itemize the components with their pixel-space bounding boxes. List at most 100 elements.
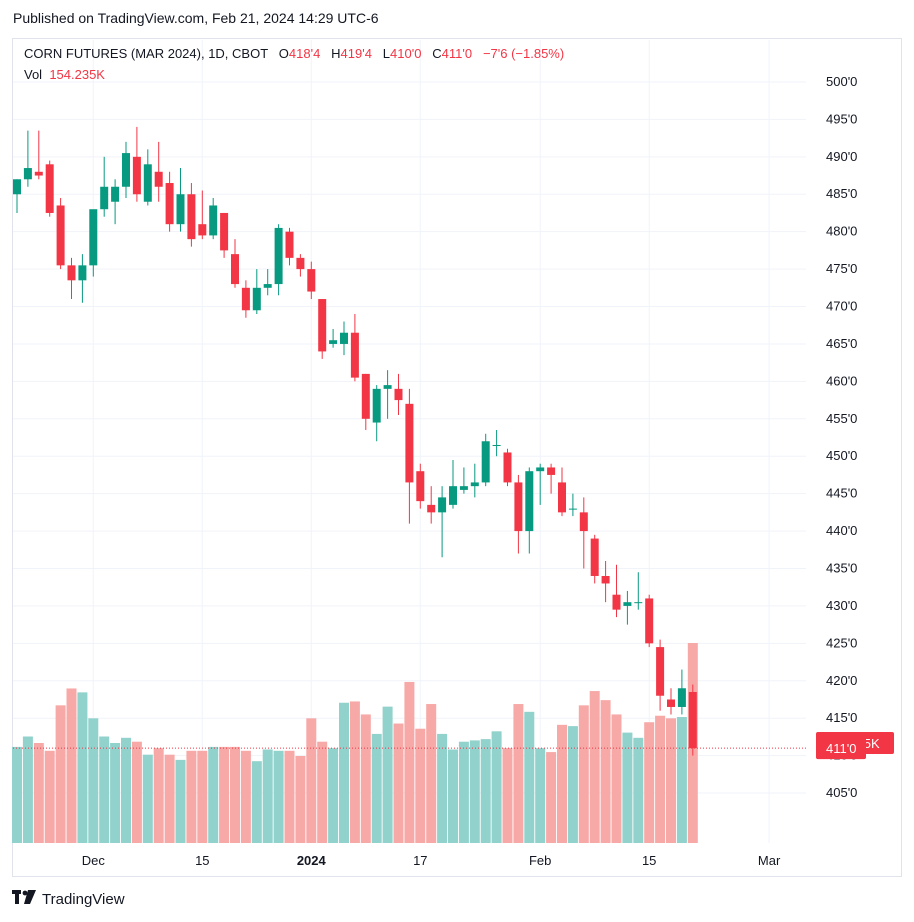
candle-body xyxy=(56,205,65,266)
candle-body xyxy=(677,688,686,707)
volume-bar xyxy=(502,748,513,843)
volume-bar xyxy=(458,741,469,843)
candle xyxy=(667,688,675,715)
y-tick-label: 470'0 xyxy=(826,299,857,314)
y-tick-label: 430'0 xyxy=(826,598,857,613)
candle-body xyxy=(176,194,185,225)
published-note: Published on TradingView.com, Feb 21, 20… xyxy=(13,10,379,26)
volume-bar xyxy=(77,692,88,843)
volume-bar xyxy=(666,718,676,843)
volume-bar xyxy=(110,743,121,843)
volume-bar xyxy=(153,748,164,843)
candle-body xyxy=(372,388,381,423)
volume-bar xyxy=(339,702,349,843)
candle-body xyxy=(405,403,414,483)
volume-bar xyxy=(175,759,186,843)
candle-body xyxy=(307,269,316,292)
volume-bar xyxy=(513,704,524,843)
x-tick-label: 15 xyxy=(642,853,656,868)
candle xyxy=(579,497,588,569)
volume-bar xyxy=(578,705,589,843)
candle xyxy=(285,227,294,266)
y-tick-label: 480'0 xyxy=(826,224,857,239)
y-tick-label: 500'0 xyxy=(826,74,857,89)
candle xyxy=(165,171,174,232)
y-tick-label: 450'0 xyxy=(826,448,857,463)
y-axis: 405'0410'0415'0420'0425'0430'0435'0440'0… xyxy=(826,74,857,800)
candle-body xyxy=(503,452,512,483)
candle-body xyxy=(340,332,348,344)
volume-bar xyxy=(164,754,175,843)
symbol-name[interactable]: CORN FUTURES (MAR 2024), 1D, CBOT xyxy=(24,46,268,61)
volume-bar xyxy=(262,749,273,843)
candle xyxy=(340,321,348,356)
candle-body xyxy=(514,482,523,532)
x-tick-label: Dec xyxy=(82,853,106,868)
candle-body xyxy=(209,205,218,236)
y-tick-label: 425'0 xyxy=(826,635,857,650)
open-value: 418'4 xyxy=(288,46,321,61)
low-value: 410'0 xyxy=(390,46,422,61)
candle-body xyxy=(536,467,545,472)
y-tick-label: 465'0 xyxy=(826,336,857,351)
candle-body xyxy=(449,486,457,505)
candle-body xyxy=(274,227,283,285)
candle xyxy=(231,239,239,288)
last-price-tag-text: 411'0 xyxy=(826,741,856,756)
candle-body xyxy=(470,482,479,487)
volume-bar xyxy=(622,732,633,843)
candle xyxy=(318,299,327,359)
candle xyxy=(536,463,545,505)
volume-bar xyxy=(142,754,153,843)
high-label: H xyxy=(331,46,341,61)
candle-body xyxy=(427,504,436,513)
candle-body xyxy=(13,179,21,195)
volume-bar xyxy=(567,726,578,843)
candle-body xyxy=(143,164,152,202)
volume-bar xyxy=(589,691,600,843)
volume-legend: Vol 154.235K xyxy=(24,67,105,82)
candle xyxy=(645,594,654,648)
volume-value: 154.235K xyxy=(49,67,105,82)
candle-body xyxy=(547,467,556,475)
tradingview-logo-icon[interactable] xyxy=(12,890,36,909)
candle xyxy=(601,561,610,603)
chart-frame[interactable] xyxy=(12,38,902,877)
candle xyxy=(187,183,196,247)
candle-body xyxy=(492,444,501,446)
volume-bar xyxy=(317,741,328,843)
candle xyxy=(677,669,686,715)
candle-body xyxy=(688,692,697,749)
volume-bar xyxy=(480,739,491,843)
candle-body xyxy=(198,224,207,236)
volume-bar xyxy=(219,746,230,843)
candle xyxy=(547,463,556,494)
candle-body xyxy=(579,512,588,532)
brand-name[interactable]: TradingView xyxy=(42,891,125,908)
volume-bars xyxy=(12,643,698,843)
volume-bar xyxy=(535,748,546,843)
candle-body xyxy=(100,186,109,210)
candle xyxy=(590,534,599,584)
candle xyxy=(568,493,577,517)
candle xyxy=(459,467,468,494)
candle xyxy=(394,373,403,416)
candle-body xyxy=(601,575,610,584)
x-tick-label: 17 xyxy=(413,853,427,868)
x-tick-label: 15 xyxy=(195,853,209,868)
candle xyxy=(470,463,479,498)
volume-bar xyxy=(349,701,360,843)
candle xyxy=(89,209,98,277)
candle-body xyxy=(241,287,250,311)
candle xyxy=(449,459,457,509)
candle-body xyxy=(318,299,327,352)
candle xyxy=(56,197,65,270)
close-label: C xyxy=(432,46,442,61)
x-tick-label: Feb xyxy=(529,853,551,868)
candle-body xyxy=(231,254,239,285)
candle-body xyxy=(78,265,87,281)
candle xyxy=(656,639,665,711)
y-tick-label: 415'0 xyxy=(826,710,857,725)
volume-label: Vol xyxy=(24,67,43,82)
